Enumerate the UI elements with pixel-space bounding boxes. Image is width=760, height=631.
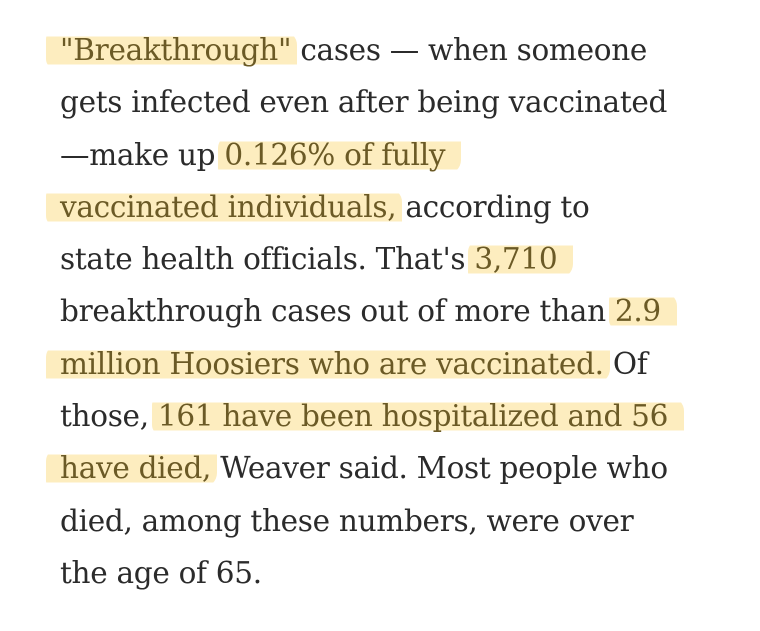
highlight-hoosiers[interactable]: million Hoosiers who are vaccinated.	[46, 345, 610, 383]
highlight-breakthrough[interactable]: "Breakthrough"	[46, 31, 297, 69]
paragraph-line-9: have died, Weaver said. Most people who	[60, 442, 740, 494]
line-text: the age of 65.	[60, 556, 262, 590]
paragraph-line-11: the age of 65.	[60, 547, 740, 599]
paragraph-line-7: million Hoosiers who are vaccinated. Of	[60, 338, 740, 390]
line-text: —make up	[60, 138, 224, 172]
line-text: cases — when someone	[291, 33, 647, 67]
highlight-vaccinated-count[interactable]: 2.9	[609, 292, 677, 330]
line-text: those,	[60, 399, 158, 433]
paragraph-line-4: vaccinated individuals, according to	[60, 181, 740, 233]
line-text: Of	[604, 347, 648, 381]
line-text: gets infected even after being vaccinate…	[60, 85, 667, 119]
highlight-case-count[interactable]: 3,710	[468, 240, 573, 278]
paragraph-line-3: —make up 0.126% of fully	[60, 129, 740, 181]
line-text: died, among these numbers, were over	[60, 504, 633, 538]
line-text: breakthrough cases out of more than	[60, 294, 615, 328]
highlight-vaccinated-individuals[interactable]: vaccinated individuals,	[46, 188, 402, 226]
paragraph-line-8: those, 161 have been hospitalized and 56	[60, 390, 740, 442]
paragraph-line-1: "Breakthrough" cases — when someone	[60, 24, 740, 76]
paragraph-line-5: state health officials. That's 3,710	[60, 233, 740, 285]
paragraph-line-6: breakthrough cases out of more than 2.9	[60, 285, 740, 337]
highlight-died[interactable]: have died,	[46, 449, 217, 487]
highlight-hospitalized[interactable]: 161 have been hospitalized and 56	[152, 397, 684, 435]
line-text: Weaver said. Most people who	[211, 451, 668, 485]
paragraph-line-2: gets infected even after being vaccinate…	[60, 76, 740, 128]
paragraph-line-10: died, among these numbers, were over	[60, 495, 740, 547]
highlight-percentage[interactable]: 0.126% of fully	[218, 136, 461, 174]
line-text: state health officials. That's	[60, 242, 474, 276]
article-paragraph: "Breakthrough" cases — when someone gets…	[60, 24, 740, 599]
line-text: according to	[396, 190, 589, 224]
